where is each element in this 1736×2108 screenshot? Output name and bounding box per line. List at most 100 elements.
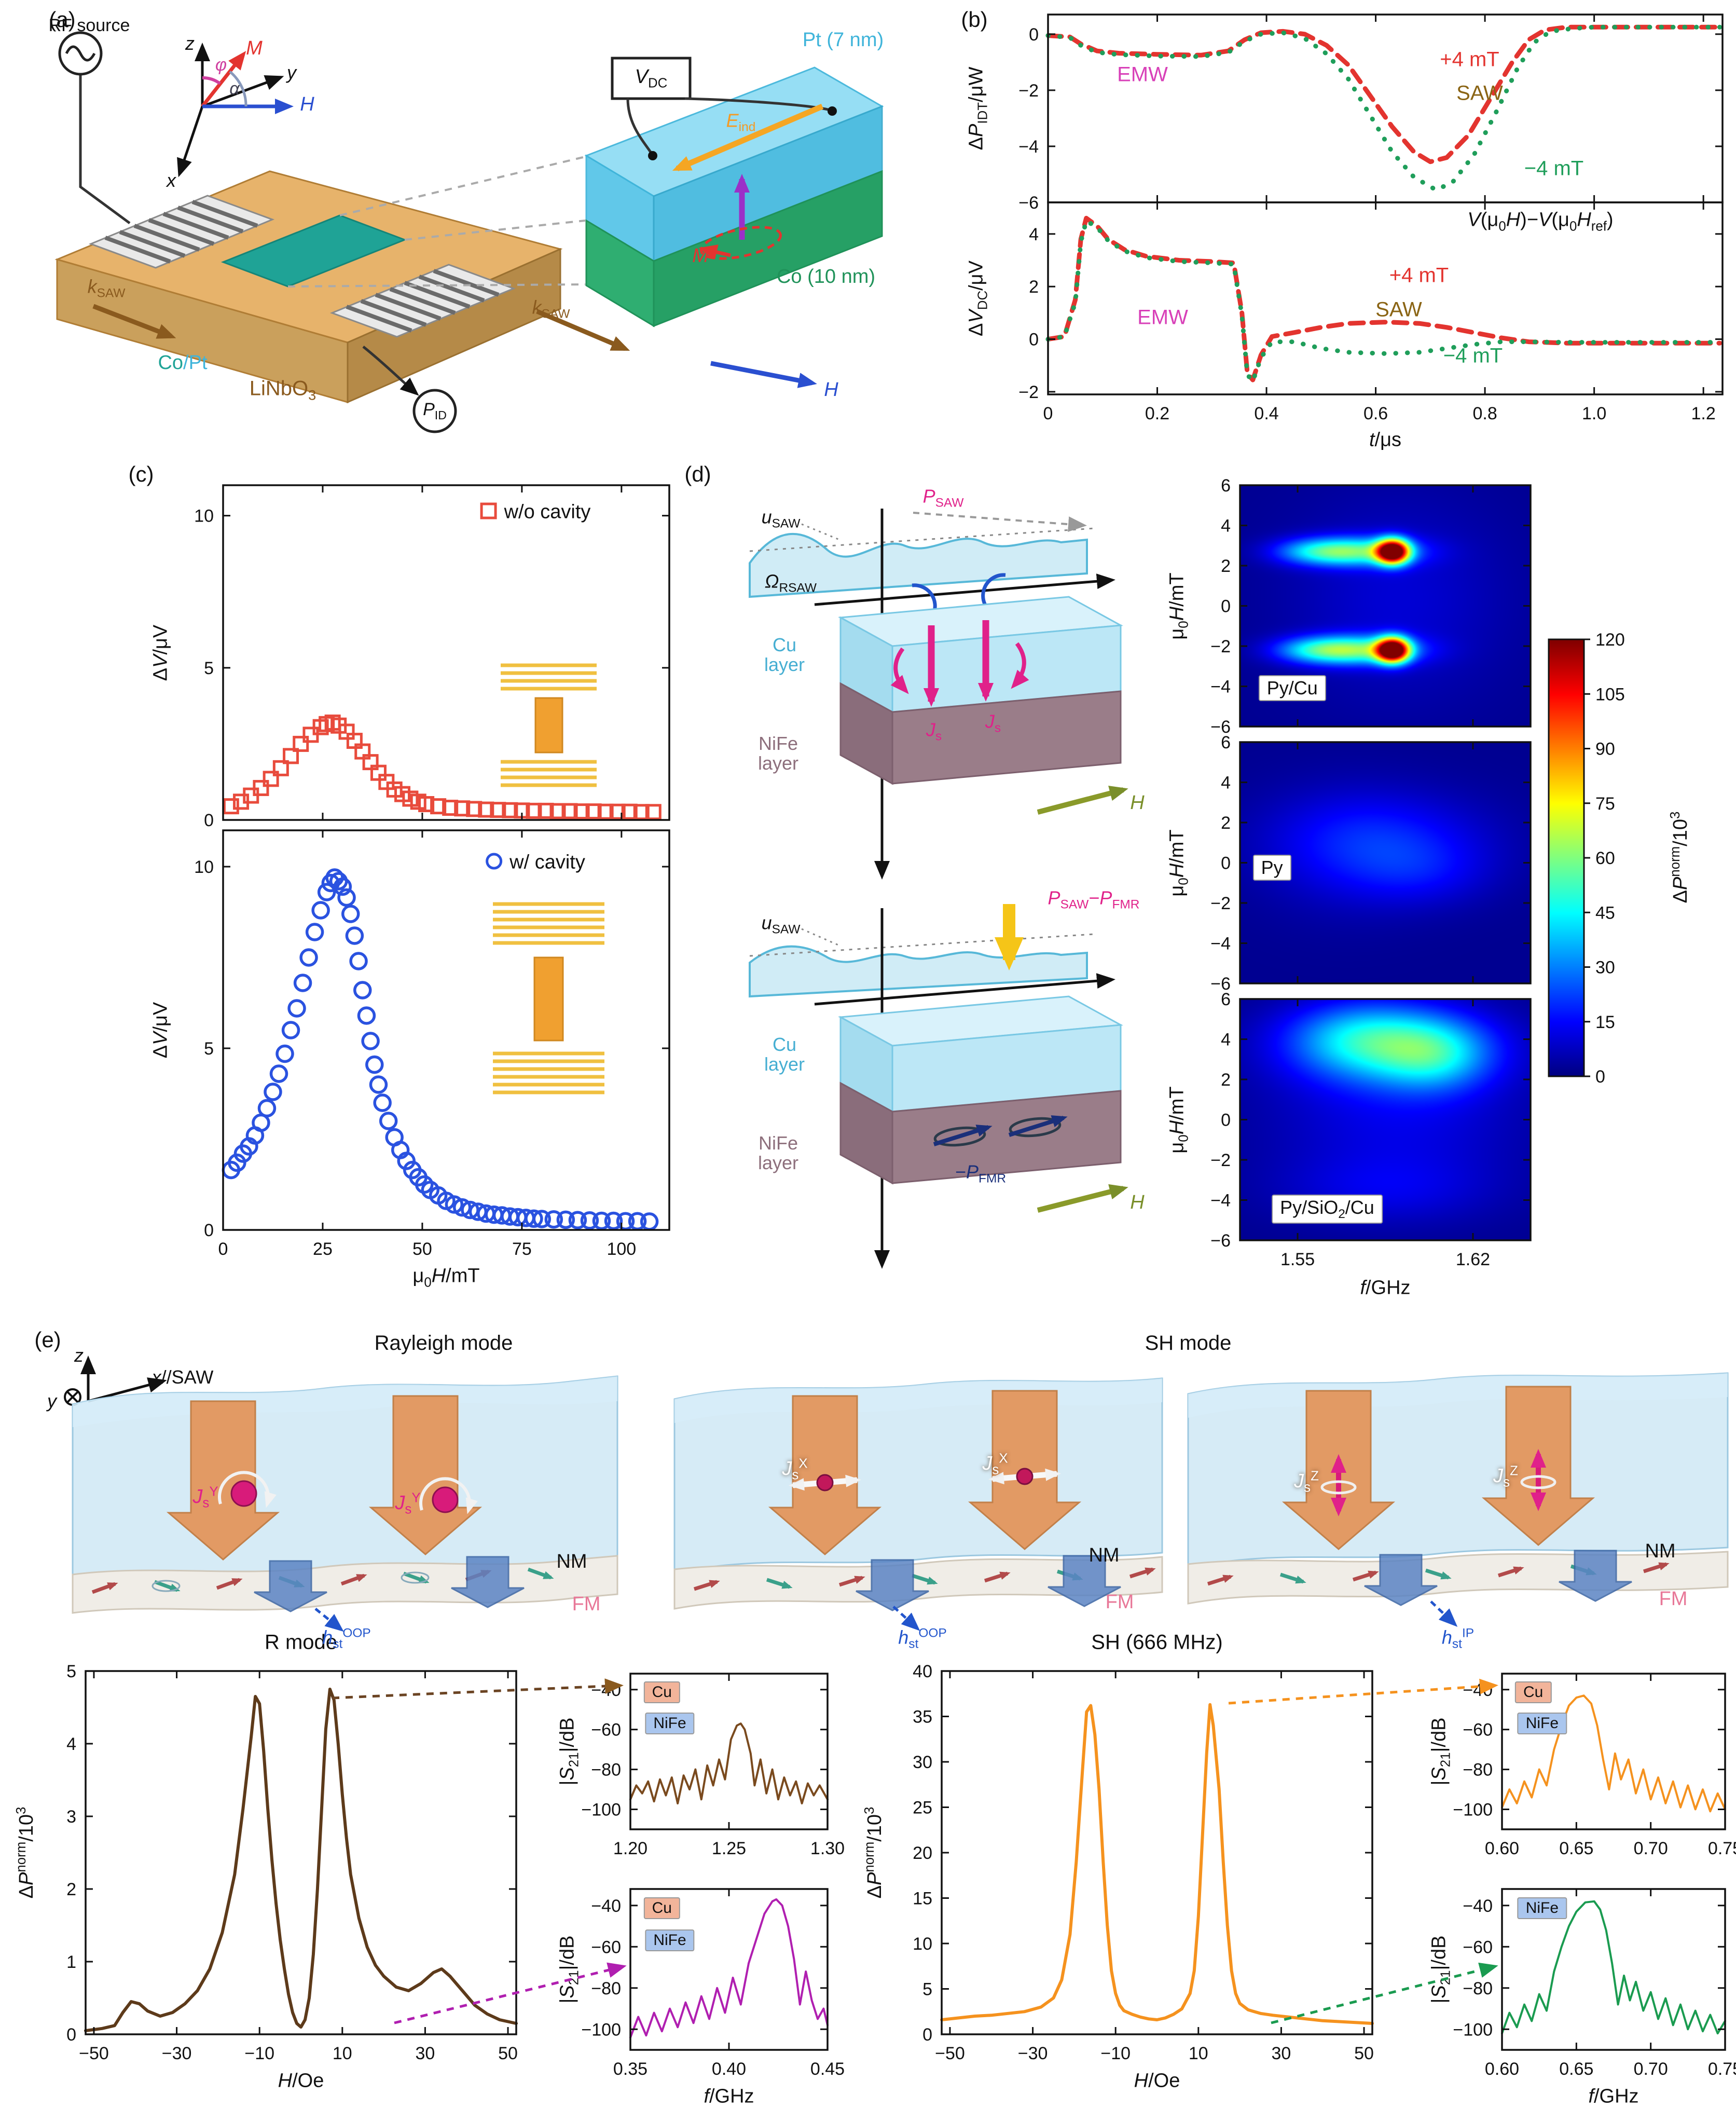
svg-text:0.40: 0.40 bbox=[712, 2059, 746, 2079]
idt-left bbox=[88, 195, 275, 269]
sh-mode-title: SH mode bbox=[1145, 1332, 1232, 1354]
svg-text:−6: −6 bbox=[1210, 974, 1231, 994]
svg-text:−6: −6 bbox=[1210, 1231, 1231, 1251]
svg-text:0: 0 bbox=[1221, 1111, 1231, 1130]
svg-text:−100: −100 bbox=[581, 1800, 621, 1820]
svg-text:50: 50 bbox=[498, 2044, 518, 2063]
svg-text:−80: −80 bbox=[1463, 1979, 1493, 1999]
svg-text:0.35: 0.35 bbox=[613, 2059, 647, 2079]
jsz-label-1: JsZ bbox=[1294, 1469, 1319, 1495]
svg-text:−40: −40 bbox=[1463, 1896, 1493, 1916]
svg-text:−30: −30 bbox=[1018, 2044, 1048, 2063]
co-10nm-label: Co (10 nm) bbox=[776, 266, 876, 288]
psaw-minus-pfmr-label: PSAW−PFMR bbox=[1048, 887, 1140, 912]
svg-text:2: 2 bbox=[1221, 556, 1231, 576]
ksaw-right-label: kSAW bbox=[532, 296, 570, 321]
svg-text:60: 60 bbox=[1595, 848, 1615, 868]
svg-text:0.4: 0.4 bbox=[1254, 404, 1278, 423]
m-right-label: M bbox=[692, 245, 709, 267]
svg-text:−2: −2 bbox=[1210, 637, 1231, 656]
svg-text:−50: −50 bbox=[935, 2044, 965, 2063]
axis-z-e-label: z bbox=[74, 1345, 84, 1366]
vdc-label: VDC bbox=[635, 66, 668, 91]
svg-text:0: 0 bbox=[1043, 404, 1053, 423]
svg-text:0.75: 0.75 bbox=[1708, 2059, 1736, 2079]
h-field-arrow bbox=[710, 361, 817, 388]
svg-text:−40: −40 bbox=[1463, 1680, 1493, 1700]
film-strip bbox=[221, 214, 407, 288]
svg-text:−60: −60 bbox=[1463, 1937, 1493, 1957]
svg-text:−6: −6 bbox=[1018, 193, 1039, 213]
svg-text:6: 6 bbox=[1221, 733, 1231, 752]
svg-text:0.65: 0.65 bbox=[1559, 2059, 1593, 2079]
svg-text:4: 4 bbox=[66, 1734, 76, 1754]
cu-layer-label-1: Cu layer bbox=[764, 634, 805, 675]
svg-text:30: 30 bbox=[416, 2044, 435, 2063]
js-label-2: Js bbox=[985, 710, 1001, 735]
svg-text:30: 30 bbox=[1595, 958, 1615, 978]
svg-text:0: 0 bbox=[1221, 597, 1231, 617]
svg-text:−40: −40 bbox=[591, 1680, 621, 1700]
svg-text:−2: −2 bbox=[1018, 81, 1039, 101]
svg-text:3: 3 bbox=[66, 1807, 76, 1827]
co-layer bbox=[585, 219, 655, 327]
svg-text:100: 100 bbox=[607, 1239, 636, 1259]
svg-text:40: 40 bbox=[913, 1662, 932, 1681]
svg-text:0.75: 0.75 bbox=[1708, 1839, 1736, 1858]
panel-letter-d: (d) bbox=[684, 461, 711, 486]
svg-text:25: 25 bbox=[913, 1798, 932, 1818]
pid-label: PID bbox=[423, 399, 447, 422]
axis-y-arrow bbox=[202, 75, 284, 108]
eind-label: Eind bbox=[726, 109, 756, 134]
nife-layer-label-2: NiFe layer bbox=[757, 1132, 799, 1173]
svg-text:1.55: 1.55 bbox=[1280, 1250, 1315, 1269]
svg-text:−60: −60 bbox=[591, 1720, 621, 1740]
chart-sh-inset-s21-cu-nife: 0.600.650.700.75−40−60−80−100|S21|/dBCuN… bbox=[1428, 1673, 1736, 1858]
svg-text:1.0: 1.0 bbox=[1582, 404, 1606, 423]
svg-text:0.60: 0.60 bbox=[1485, 2059, 1519, 2079]
axis-x-label: x bbox=[167, 170, 176, 191]
svg-text:20: 20 bbox=[913, 1843, 932, 1863]
axis-z-label: z bbox=[185, 33, 195, 54]
svg-text:−100: −100 bbox=[1453, 1800, 1493, 1820]
svg-text:6: 6 bbox=[1221, 990, 1231, 1009]
rf-source-label: RF source bbox=[48, 16, 130, 36]
svg-text:−30: −30 bbox=[162, 2044, 192, 2063]
svg-text:30: 30 bbox=[913, 1753, 932, 1772]
svg-text:5: 5 bbox=[922, 1980, 932, 2000]
svg-text:−60: −60 bbox=[1463, 1720, 1493, 1740]
svg-text:−10: −10 bbox=[1100, 2044, 1131, 2063]
svg-text:10: 10 bbox=[194, 507, 214, 526]
svg-text:2: 2 bbox=[1221, 1070, 1231, 1090]
colorbar: 0 15 30 45 60 75 90 105 120 bbox=[1548, 630, 1625, 1087]
h-label-d2: H bbox=[1130, 1192, 1145, 1214]
panel-letter-a: (a) bbox=[49, 7, 76, 32]
svg-text:0: 0 bbox=[204, 811, 214, 830]
phi-angle-label: φ bbox=[215, 55, 227, 75]
neg-pfmr-label: −PFMR bbox=[955, 1161, 1007, 1186]
svg-text:120: 120 bbox=[1595, 630, 1625, 650]
svg-text:−100: −100 bbox=[1453, 2020, 1493, 2039]
svg-text:0: 0 bbox=[1029, 25, 1039, 45]
fm-label-3: FM bbox=[1659, 1588, 1688, 1610]
magnetization-ellipse bbox=[700, 226, 782, 260]
svg-text:45: 45 bbox=[1595, 903, 1615, 923]
chart-r-inset-s21-high: 1.20 1.25 1.30 −40 −60 −80 −100 |S21|/dB Cu NiFe bbox=[557, 1673, 845, 1858]
jsx-label-2: JsX bbox=[982, 1451, 1008, 1477]
svg-text:25: 25 bbox=[313, 1239, 333, 1259]
svg-text:0.70: 0.70 bbox=[1634, 1839, 1668, 1858]
zoom-lines bbox=[287, 156, 586, 288]
jsy-label-2: JsY bbox=[395, 1490, 421, 1517]
svg-text:0.6: 0.6 bbox=[1363, 404, 1388, 423]
svg-text:0.8: 0.8 bbox=[1472, 404, 1497, 423]
panel-letter-e: (e) bbox=[34, 1327, 61, 1352]
usaw-label-2: uSAW bbox=[761, 912, 801, 937]
chart-sh-inset-s21-nife: 0.600.650.700.75−40−60−80−100f/GHz|S21|/… bbox=[1428, 1888, 1736, 2107]
svg-text:105: 105 bbox=[1595, 685, 1625, 704]
rayleigh-mode-schematic bbox=[64, 1356, 618, 1632]
axis-x-saw-label: x//SAW bbox=[151, 1366, 214, 1388]
heatmap-frame-py-sio2-cu: 1.55 1.62 6 4 2 0 −2 −4 −6 f/GHz μ0H/mT Py/SiO2/Cu bbox=[1166, 990, 1532, 1299]
heatmap-frame-py-cu: 6 4 2 0 −2 −4 −6 μ0H/mT Py/Cu bbox=[1166, 476, 1532, 737]
svg-text:−4: −4 bbox=[1210, 677, 1231, 697]
svg-text:−60: −60 bbox=[591, 1937, 621, 1957]
